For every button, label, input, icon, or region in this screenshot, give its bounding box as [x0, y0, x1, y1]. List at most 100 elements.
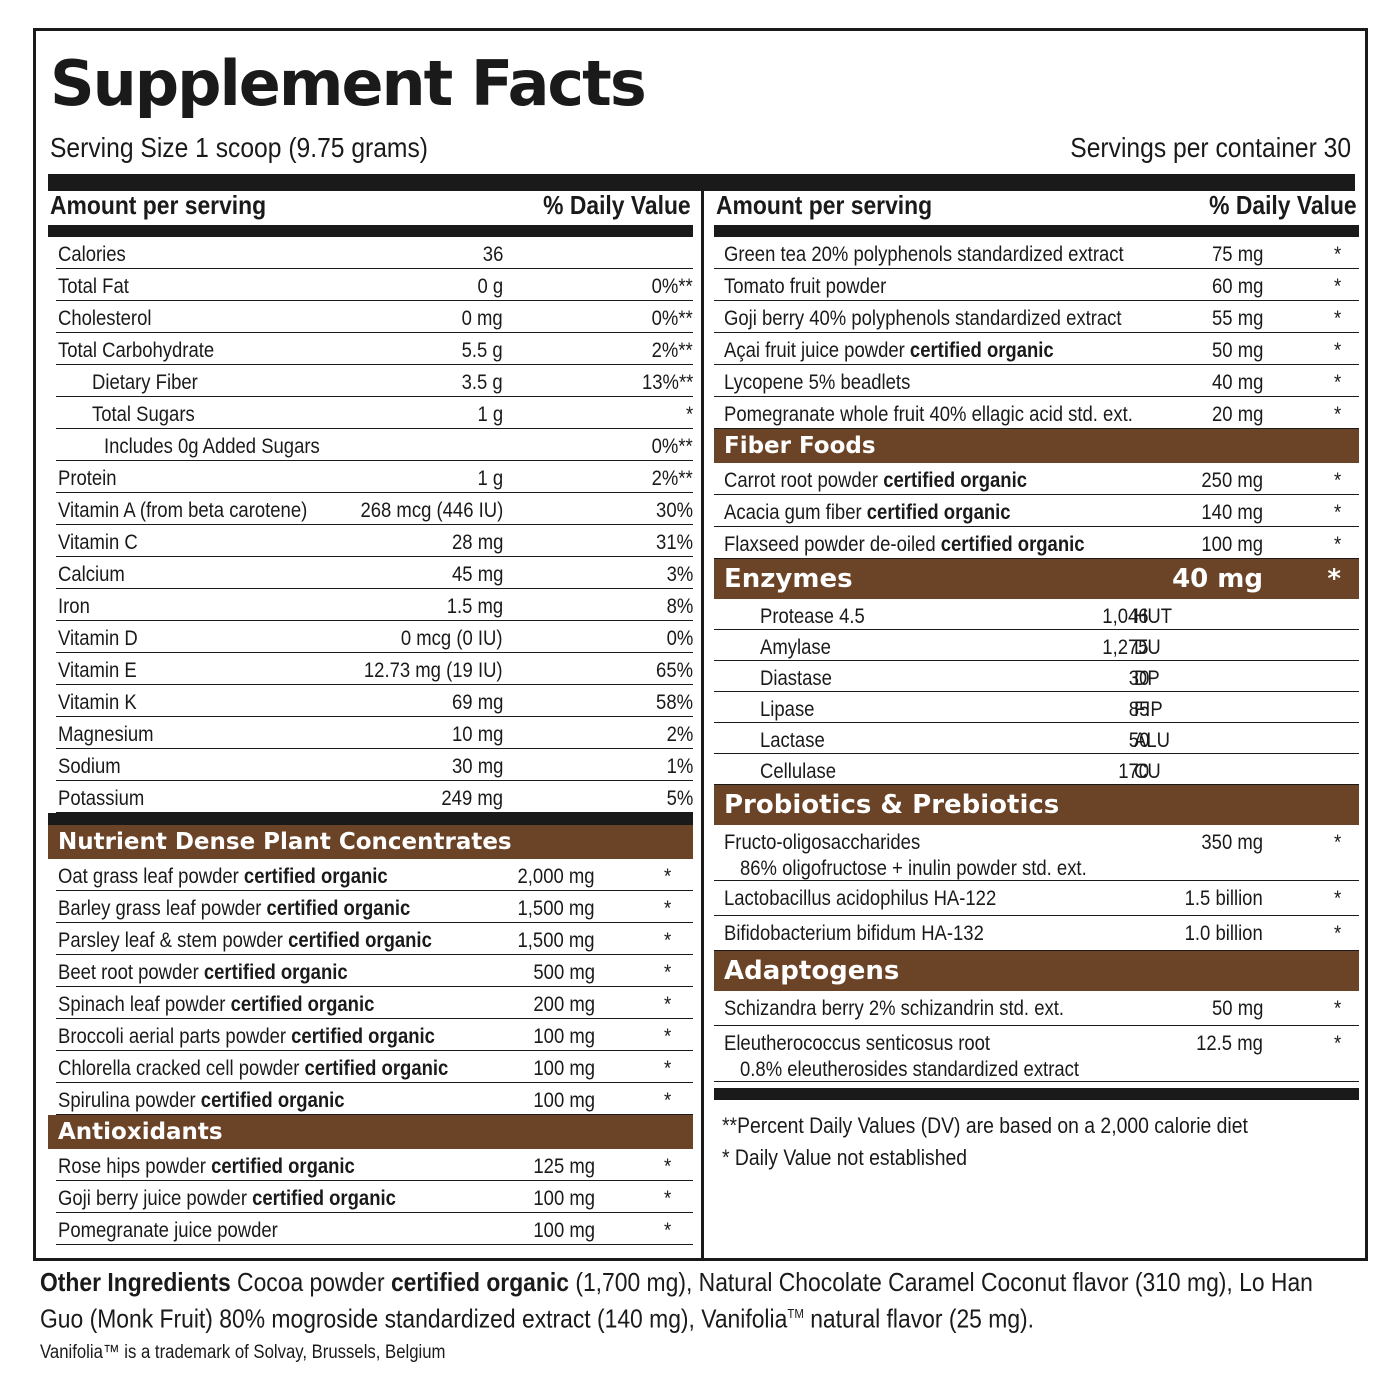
organic-label: certified organic — [243, 865, 388, 888]
ingredient-row: Oat grass leaf powder certified organic 2… — [56, 859, 693, 891]
enzyme-value: 85 — [1128, 698, 1149, 721]
ingredient-label: Fructo-oligosaccharides — [724, 831, 921, 854]
ingredient-row: Bifidobacterium bifidum HA-132 1.0 billio… — [714, 916, 1359, 951]
fact-row: Total Sugars 1 g * — [56, 397, 693, 429]
fact-dv: 58% — [656, 691, 693, 714]
ingredient-name: Beet root powder certified organic — [58, 961, 348, 985]
fact-amount: 28 mg — [451, 531, 503, 554]
ingredient-row: Eleutherococcus senticosus root 0.8% eleu… — [714, 1026, 1359, 1082]
enzyme-row: Diastase 30 DP — [714, 661, 1359, 692]
ingredient-dv: * — [1333, 243, 1341, 266]
ingredient-amount: 1,500 mg — [517, 929, 595, 952]
enzyme-name: Lactase — [760, 729, 825, 752]
fact-name: Total Fat — [58, 275, 129, 298]
organic-label: certified organic — [252, 1187, 396, 1210]
ingredient-row: Carrot root powder certified organic 250 … — [714, 463, 1359, 495]
ingredient-dv: * — [1333, 922, 1341, 945]
fact-dv: 8% — [666, 595, 693, 618]
antioxidants-list: Rose hips powder certified organic 125 mg… — [48, 1149, 693, 1245]
ingredient-dv: * — [1333, 997, 1341, 1020]
top-rule — [48, 174, 1355, 191]
ingredient-name: Goji berry 40% polyphenols standardized … — [724, 307, 1122, 331]
adaptogens-list: Schizandra berry 2% schizandrin std. ext… — [714, 991, 1359, 1082]
not-established-footnote: * Daily Value not established — [722, 1145, 968, 1170]
fact-row: Calcium 45 mg 3% — [56, 557, 693, 589]
ingredient-amount: 100 mg — [533, 1187, 595, 1210]
fact-name: Magnesium — [58, 723, 154, 746]
dv-header: % Daily Value — [1209, 190, 1357, 220]
ingredient-name: Carrot root powder certified organic — [724, 469, 1027, 493]
ingredient-subtext: 86% oligofructose + inulin powder std. e… — [740, 857, 1087, 880]
fact-name: Calories — [58, 243, 126, 266]
other-ingredients: Other Ingredients Cocoa powder certified… — [40, 1266, 1334, 1335]
ingredient-name: Lactobacillus acidophilus HA-122 — [724, 887, 996, 911]
ingredient-row: Rose hips powder certified organic 125 mg… — [56, 1149, 693, 1181]
ingredient-dv: * — [1333, 275, 1341, 298]
ingredient-label: Barley grass leaf powder — [58, 897, 267, 920]
ingredient-name: Rose hips powder certified organic — [58, 1155, 355, 1179]
fact-name: Cholesterol — [58, 307, 152, 330]
enzyme-name: Lipase — [760, 698, 815, 721]
ingredient-amount: 1.5 billion — [1184, 887, 1263, 910]
ingredient-name: Lycopene 5% beadlets — [724, 371, 910, 395]
ingredient-amount: 50 mg — [1211, 339, 1263, 362]
ingredient-dv: * — [1333, 1032, 1341, 1055]
enzyme-value: 30 — [1128, 667, 1149, 690]
ingredient-name: Flaxseed powder de-oiled certified organ… — [724, 533, 1085, 557]
enzyme-row: Protease 4.5 1,046 HUT — [714, 599, 1359, 630]
ingredient-label: Beet root powder — [58, 961, 204, 984]
fact-name: Vitamin A (from beta carotene) — [58, 499, 308, 522]
fact-name: Vitamin D — [58, 627, 138, 650]
enzyme-name: Diastase — [760, 667, 832, 690]
ingredient-row: Goji berry juice powder certified organi… — [56, 1181, 693, 1213]
fact-row: Potassium 249 mg 5% — [56, 781, 693, 813]
ingredient-name: Chlorella cracked cell powder certified … — [58, 1057, 448, 1081]
right-column-header: Amount per serving % Daily Value — [714, 189, 1359, 237]
ingredient-name: Spinach leaf powder certified organic — [58, 993, 374, 1017]
ingredient-amount: 500 mg — [533, 961, 595, 984]
ingredient-label: Eleutherococcus senticosus root — [724, 1032, 991, 1055]
ingredient-name: Oat grass leaf powder certified organic — [58, 865, 388, 889]
ingredient-label: Broccoli aerial parts powder — [58, 1025, 292, 1048]
section-enzymes: Enzymes 40 mg * — [714, 559, 1359, 599]
ingredient-row: Pomegranate whole fruit 40% ellagic acid… — [714, 397, 1359, 429]
fact-name: Includes 0g Added Sugars — [104, 435, 320, 458]
ingredient-name: Broccoli aerial parts powder certified o… — [58, 1025, 435, 1049]
enzymes-list: Protease 4.5 1,046 HUT Amylase 1,275 DU Diasta… — [714, 599, 1359, 785]
fact-amount: 268 mcg (446 IU) — [360, 499, 503, 522]
ingredient-amount: 50 mg — [1211, 997, 1263, 1020]
enzyme-row: Cellulase 170 CU — [714, 754, 1359, 785]
enzymes-dv: * — [1327, 564, 1341, 594]
ingredient-row: Goji berry 40% polyphenols standardized … — [714, 301, 1359, 333]
fact-row: Vitamin C 28 mg 31% — [56, 525, 693, 557]
ingredient-name: Pomegranate whole fruit 40% ellagic acid… — [724, 403, 1133, 427]
fact-name: Vitamin E — [58, 659, 137, 682]
enzyme-value: 50 — [1128, 729, 1149, 752]
fact-row: Total Carbohydrate 5.5 g 2%** — [56, 333, 693, 365]
ingredient-amount: 125 mg — [533, 1155, 595, 1178]
ingredient-label: Chlorella cracked cell powder — [58, 1057, 305, 1080]
ingredient-dv: * — [663, 1155, 671, 1178]
section-rule — [48, 813, 693, 825]
section-adaptogens: Adaptogens — [714, 951, 1359, 991]
section-probiotics: Probiotics & Prebiotics — [714, 785, 1359, 825]
fact-dv: 1% — [666, 755, 693, 778]
enzyme-row: Amylase 1,275 DU — [714, 630, 1359, 661]
right-column: Amount per serving % Daily Value Green t… — [714, 189, 1359, 1180]
organic-label: certified organic — [211, 1155, 355, 1178]
ingredient-name: Green tea 20% polyphenols standardized e… — [724, 243, 1124, 267]
fact-name: Vitamin C — [58, 531, 138, 554]
ingredient-name: Bifidobacterium bifidum HA-132 — [724, 922, 984, 946]
ingredient-amount: 350 mg — [1201, 831, 1263, 854]
organic-label: certified organic — [266, 897, 411, 920]
ingredient-amount: 1,500 mg — [517, 897, 595, 920]
footnote-rule — [714, 1088, 1359, 1100]
fact-amount: 10 mg — [451, 723, 503, 746]
ingredient-label: Rose hips powder — [58, 1155, 212, 1178]
fact-row: Protein 1 g 2%** — [56, 461, 693, 493]
fact-dv: 13%** — [641, 371, 693, 394]
ingredient-row: Schizandra berry 2% schizandrin std. ext… — [714, 991, 1359, 1026]
ingredient-label: Lycopene 5% beadlets — [724, 371, 911, 394]
ingredient-label: Green tea 20% polyphenols standardized e… — [724, 243, 1124, 266]
enzyme-value: 1,275 — [1102, 636, 1149, 659]
